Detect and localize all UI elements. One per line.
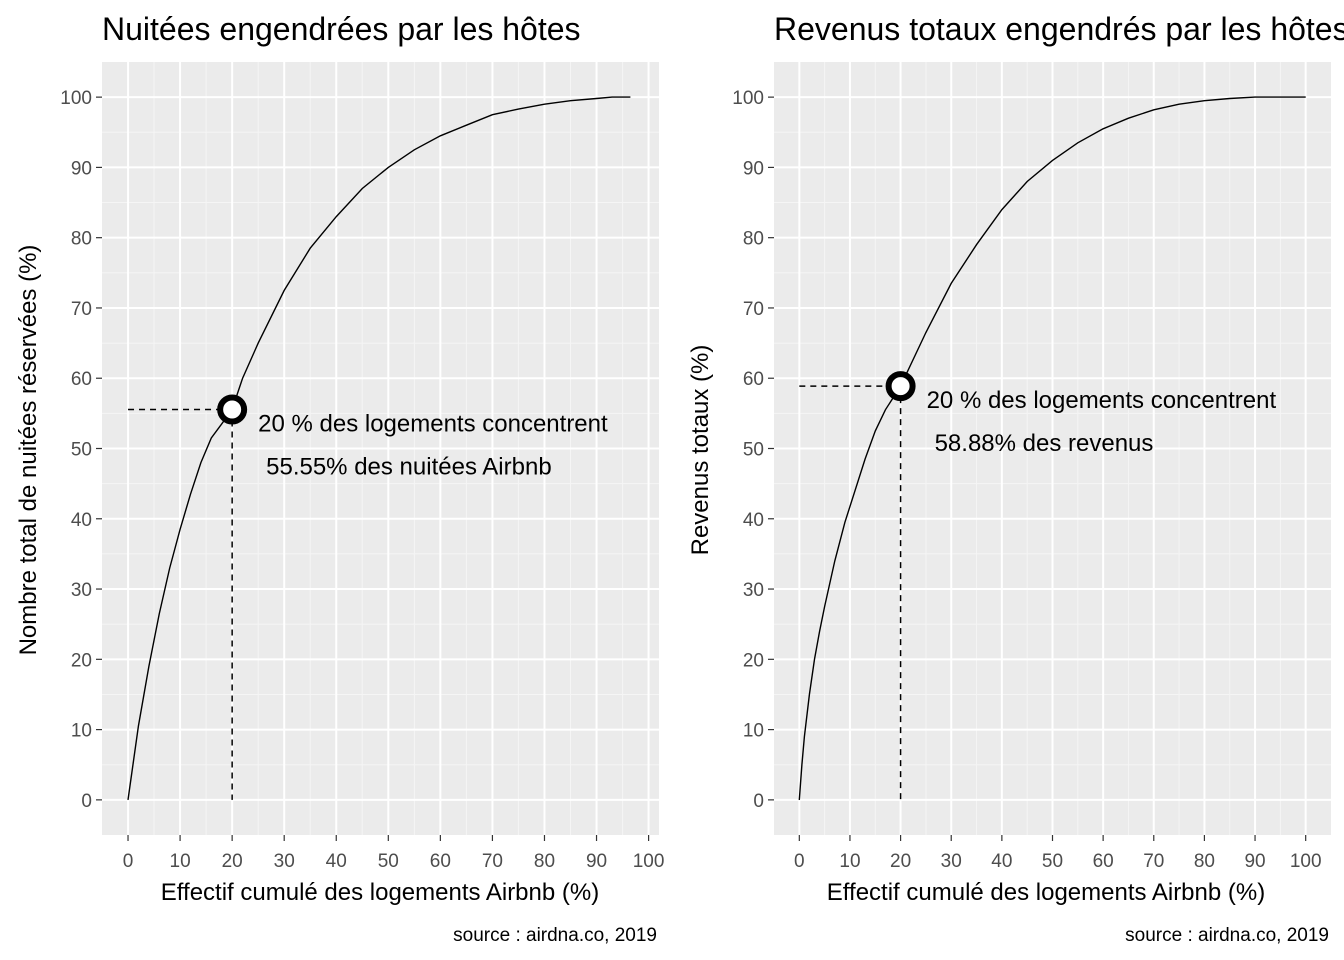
chart-right: Revenus totaux engendrés par les hôtes 0… (687, 11, 1344, 946)
y-tick-label: 20 (743, 650, 764, 671)
x-tick-label: 100 (1290, 851, 1322, 872)
gridlines (102, 62, 659, 835)
x-tick-label: 10 (839, 851, 860, 872)
x-tick-label: 60 (430, 851, 451, 872)
source-caption: source : airdna.co, 2019 (1125, 925, 1329, 946)
source-caption: source : airdna.co, 2019 (453, 925, 657, 946)
x-tick-label: 80 (1194, 851, 1215, 872)
x-tick-label: 80 (534, 851, 555, 872)
y-tick-label: 70 (71, 299, 92, 320)
x-axis-title: Effectif cumulé des logements Airbnb (%) (161, 879, 599, 906)
y-tick-label: 60 (743, 369, 764, 390)
y-axis-title: Revenus totaux (%) (687, 345, 714, 556)
y-tick-label: 30 (71, 580, 92, 601)
x-tick-label: 50 (1042, 851, 1063, 872)
annotation-line-1: 20 % des logements concentrent (258, 410, 608, 437)
y-tick-label: 100 (732, 88, 764, 109)
series-line (798, 96, 1306, 800)
x-tick-label: 70 (482, 851, 503, 872)
x-tick-label: 20 (890, 851, 911, 872)
y-tick-label: 90 (743, 158, 764, 179)
annotation-line-2: 58.88% des revenus (935, 430, 1154, 457)
y-axis-title: Nombre total de nuitées réservées (%) (15, 245, 42, 656)
y-tick-label: 40 (743, 510, 764, 531)
chart-title: Revenus totaux engendrés par les hôtes (774, 11, 1344, 47)
x-tick-label: 0 (123, 851, 134, 872)
y-tick-label: 30 (743, 580, 764, 601)
x-tick-label: 30 (941, 851, 962, 872)
chart-title: Nuitées engendrées par les hôtes (102, 11, 581, 47)
y-tick-label: 90 (71, 158, 92, 179)
y-tick-label: 10 (743, 721, 764, 742)
x-tick-label: 70 (1143, 851, 1164, 872)
y-tick-label: 60 (71, 369, 92, 390)
reference-lines (799, 385, 902, 800)
y-tick-label: 0 (753, 791, 764, 812)
x-tick-label: 30 (274, 851, 295, 872)
chart-left: Nuitées engendrées par les hôtes 0 10 20 30… (15, 11, 664, 946)
x-tick-label: 40 (326, 851, 347, 872)
y-tick-label: 20 (71, 650, 92, 671)
annotation-line-2: 55.55% des nuitées Airbnb (266, 453, 552, 480)
x-tick-label: 100 (633, 851, 665, 872)
x-tick-label: 90 (1244, 851, 1265, 872)
x-tick-label: 20 (222, 851, 243, 872)
x-tick-label: 50 (378, 851, 399, 872)
y-tick-label: 100 (60, 88, 92, 109)
x-tick-label: 10 (170, 851, 191, 872)
highlight-point (885, 371, 916, 402)
x-axis-title: Effectif cumulé des logements Airbnb (%) (827, 879, 1265, 906)
y-tick-label: 50 (743, 440, 764, 461)
x-tick-label: 60 (1093, 851, 1114, 872)
highlight-point (217, 394, 248, 425)
y-tick-label: 80 (743, 229, 764, 250)
gridlines (774, 62, 1331, 835)
series-line (127, 96, 631, 800)
y-tick-label: 10 (71, 721, 92, 742)
y-tick-label: 80 (71, 229, 92, 250)
annotation-line-1: 20 % des logements concentrent (927, 387, 1277, 414)
tick-labels: 0 10 20 30 40 50 60 70 80 90 100 0 10 20 30 40 50 60 70 80 9… (60, 88, 664, 872)
x-tick-label: 0 (794, 851, 805, 872)
y-tick-label: 0 (81, 791, 92, 812)
y-tick-label: 40 (71, 510, 92, 531)
y-tick-label: 50 (71, 440, 92, 461)
y-tick-label: 70 (743, 299, 764, 320)
tick-labels: 0 10 20 30 40 50 60 70 80 90 100 0 10 20 30 40 50 60 70 80 9… (732, 88, 1321, 872)
x-tick-label: 90 (586, 851, 607, 872)
x-tick-label: 40 (991, 851, 1012, 872)
